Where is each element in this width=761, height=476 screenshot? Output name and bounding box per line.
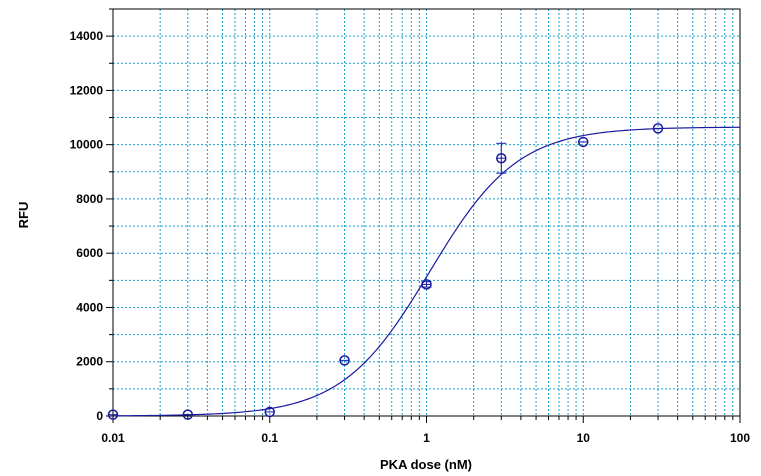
x-axis-title: PKA dose (nM): [380, 457, 472, 472]
x-axis-tick-labels: 0.01 0.1 1 10 100: [101, 431, 750, 445]
y-tick-label: 2000: [76, 355, 103, 369]
y-tick-label: 0: [96, 409, 103, 423]
x-tick-label: 100: [730, 431, 750, 445]
axis-ticks: [106, 8, 741, 423]
y-tick-label: 12000: [70, 83, 104, 97]
y-axis-tick-labels: 0 2000 4000 6000 8000 10000 12000 14000: [70, 29, 104, 423]
x-tick-label: 10: [577, 431, 591, 445]
x-tick-label: 0.1: [261, 431, 278, 445]
x-tick-label: 0.01: [101, 431, 125, 445]
y-tick-label: 8000: [76, 192, 103, 206]
grid: [113, 9, 740, 416]
y-tick-label: 14000: [70, 29, 104, 43]
x-tick-label: 1: [423, 431, 430, 445]
y-axis-title: RFU: [16, 202, 31, 229]
fit-curve: [112, 126, 741, 417]
y-tick-label: 4000: [76, 300, 103, 314]
y-tick-label: 6000: [76, 246, 103, 260]
fit-curve-layer: [112, 126, 741, 417]
y-tick-label: 10000: [70, 138, 104, 152]
data-points: [107, 123, 664, 420]
